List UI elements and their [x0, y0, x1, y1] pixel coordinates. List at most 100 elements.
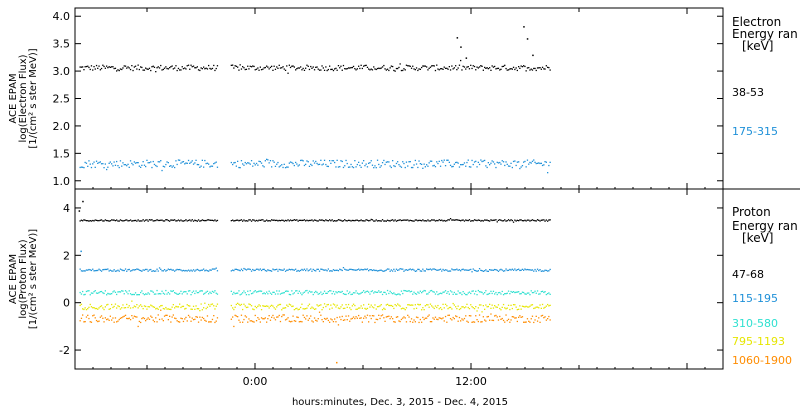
data-point	[291, 65, 293, 67]
data-point	[490, 219, 492, 221]
data-point	[194, 219, 196, 221]
data-point	[254, 290, 256, 292]
data-point	[364, 165, 366, 167]
data-point	[84, 293, 86, 296]
data-point	[405, 219, 408, 221]
data-point	[449, 306, 452, 309]
data-point	[437, 318, 439, 321]
data-point	[208, 219, 210, 221]
data-point	[358, 220, 360, 222]
data-point	[398, 66, 400, 69]
data-point	[388, 161, 390, 163]
data-point	[282, 66, 284, 68]
data-point	[366, 268, 369, 270]
data-point	[180, 306, 182, 309]
data-point	[529, 294, 531, 296]
data-point	[192, 163, 195, 165]
data-point	[359, 307, 361, 309]
data-point	[148, 318, 151, 320]
data-point	[321, 219, 323, 221]
data-point	[253, 308, 255, 311]
data-point	[478, 219, 481, 221]
data-point	[177, 321, 180, 323]
data-point	[283, 68, 285, 70]
data-point	[126, 291, 128, 293]
data-point	[447, 270, 449, 272]
data-point	[413, 68, 415, 70]
data-point	[431, 289, 433, 292]
data-point	[93, 314, 95, 316]
data-point	[421, 66, 423, 69]
data-point	[258, 160, 260, 162]
data-point	[458, 308, 461, 311]
data-point	[151, 166, 153, 169]
data-point	[123, 315, 125, 317]
data-point	[301, 321, 303, 323]
data-point	[528, 306, 530, 308]
data-point	[255, 320, 258, 322]
data-point	[456, 315, 458, 318]
data-point	[199, 310, 201, 312]
data-point	[478, 163, 481, 166]
data-point	[276, 219, 278, 221]
data-point	[323, 220, 326, 222]
data-point	[354, 269, 356, 271]
data-point	[112, 317, 114, 319]
data-point	[94, 219, 96, 221]
data-point	[344, 307, 346, 309]
data-point	[268, 162, 270, 164]
data-point	[186, 65, 188, 67]
data-point	[408, 290, 410, 292]
data-point	[254, 269, 256, 271]
data-point	[446, 321, 448, 323]
data-point	[460, 320, 462, 322]
data-point	[102, 269, 104, 271]
data-point	[93, 291, 95, 293]
data-point	[310, 219, 312, 222]
data-point	[287, 72, 289, 74]
data-point	[172, 304, 174, 306]
data-point	[305, 67, 307, 69]
data-point	[539, 220, 541, 222]
data-point	[213, 291, 215, 293]
data-point	[250, 220, 253, 222]
data-point	[267, 159, 269, 161]
data-point	[184, 220, 186, 222]
data-point	[248, 219, 250, 221]
data-point	[415, 307, 418, 309]
data-point	[465, 269, 467, 271]
data-point	[98, 161, 100, 164]
data-point	[505, 314, 507, 316]
data-point	[196, 66, 198, 68]
data-point	[176, 293, 178, 295]
data-point	[129, 68, 132, 71]
data-point	[215, 67, 217, 70]
data-point	[311, 291, 313, 293]
data-point	[279, 165, 282, 167]
data-point	[373, 315, 375, 317]
data-point	[451, 65, 453, 67]
data-point	[405, 64, 408, 66]
data-point	[116, 321, 118, 323]
data-point	[138, 68, 140, 71]
data-point	[345, 269, 347, 271]
data-point	[153, 293, 156, 295]
data-point	[467, 269, 469, 271]
data-point	[186, 304, 188, 306]
data-point	[349, 166, 351, 168]
data-point	[312, 307, 314, 309]
data-point	[417, 69, 419, 72]
data-point	[215, 320, 217, 322]
data-point	[85, 290, 88, 293]
data-point	[478, 291, 481, 293]
data-point	[83, 219, 85, 221]
data-point	[510, 269, 512, 271]
data-point	[232, 307, 234, 309]
data-point	[409, 268, 411, 270]
data-point	[124, 164, 127, 166]
data-point	[103, 268, 105, 271]
data-point	[375, 219, 377, 221]
data-point	[295, 290, 297, 292]
data-point	[323, 69, 326, 71]
data-point	[334, 161, 336, 164]
